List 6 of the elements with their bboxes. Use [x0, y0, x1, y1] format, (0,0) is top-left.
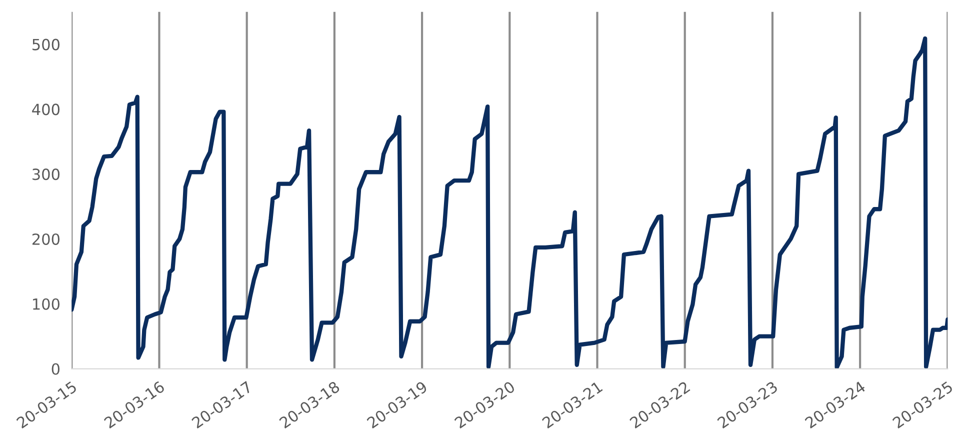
y-tick-label: 400 — [32, 104, 60, 116]
y-tick-label: 200 — [32, 233, 60, 245]
y-tick-label: 0 — [52, 363, 60, 375]
y-tick-label: 100 — [33, 298, 60, 310]
y-tick-label: 300 — [32, 168, 60, 180]
y-tick-label: 500 — [32, 38, 60, 50]
